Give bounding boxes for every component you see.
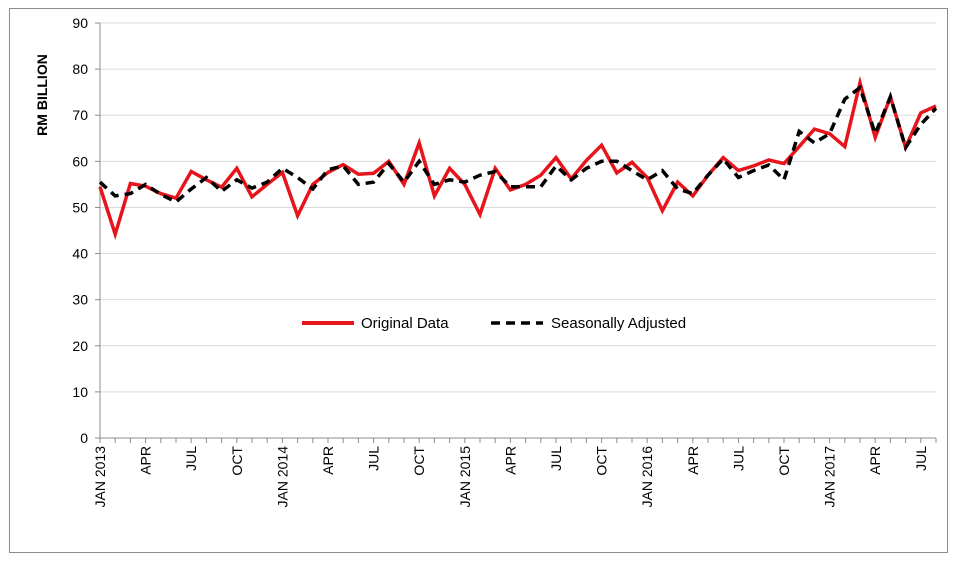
seasonally-adjusted-line (98, 84, 938, 204)
y-axis-title: RM BILLION (34, 54, 50, 136)
legend-label-seasonal: Seasonally Adjusted (551, 315, 686, 332)
x-tick-label: JAN 2016 (639, 446, 655, 508)
y-tick-label: 80 (72, 61, 88, 77)
x-tick-label: OCT (776, 446, 792, 476)
x-tick-label: APR (138, 446, 154, 475)
y-tick-label: 10 (72, 384, 88, 400)
x-tick-label: OCT (594, 446, 610, 476)
legend-label-original: Original Data (361, 315, 449, 332)
x-tick-label: JAN 2013 (92, 446, 108, 508)
x-tick-label: APR (867, 446, 883, 475)
y-tick-label: 50 (72, 199, 88, 215)
x-tick-label: APR (502, 446, 518, 475)
original-data-line (98, 75, 937, 241)
x-tick-label: JUL (730, 446, 746, 471)
x-tick-label: JUL (548, 446, 564, 471)
x-tick-label: OCT (411, 446, 427, 476)
gridlines (100, 22, 936, 393)
x-tick-label: JUL (183, 446, 199, 471)
legend: Original Data Seasonally Adjusted (302, 315, 686, 332)
x-tick-labels: JAN 2013 APR JUL OCT JAN 2014 APR JUL OCT JAN 20… (92, 446, 929, 508)
y-tick-label: 20 (72, 338, 88, 354)
y-tick-label: 40 (72, 246, 88, 262)
x-tick-label: JAN 2015 (457, 446, 473, 508)
x-tick-label: JUL (366, 446, 382, 471)
x-tick-label: JUL (913, 446, 929, 471)
y-tick-label: 90 (72, 15, 88, 31)
y-tick-label: 30 (72, 292, 88, 308)
chart-frame: 0 10 20 30 40 50 60 70 80 90 JAN 2013 APR JUL OCT JAN… (9, 8, 948, 553)
y-tick-label: 70 (72, 107, 88, 123)
x-tick-label: APR (320, 446, 336, 475)
x-tick-label: JAN 2014 (274, 446, 290, 508)
x-tick-label: JAN 2017 (822, 446, 838, 508)
y-tick-label: 60 (72, 153, 88, 169)
y-tick-label: 0 (80, 430, 88, 446)
x-tick-label: OCT (229, 446, 245, 476)
axes (95, 22, 937, 443)
series-lines (98, 75, 938, 241)
y-tick-labels: 0 10 20 30 40 50 60 70 80 90 (72, 15, 88, 446)
x-tick-label: APR (685, 446, 701, 475)
